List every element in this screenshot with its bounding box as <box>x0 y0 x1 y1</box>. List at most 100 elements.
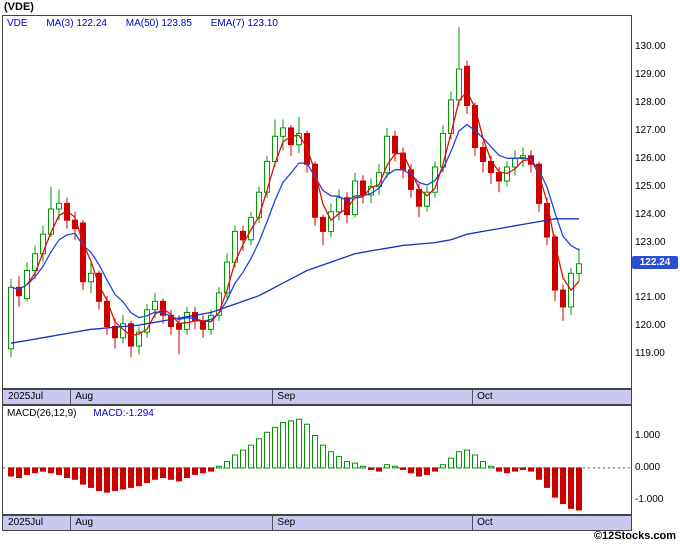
macd-bar <box>88 467 94 488</box>
macd-bar <box>80 467 86 485</box>
macd-tick-label: 0.000 <box>635 461 661 473</box>
month-label: Oct <box>477 391 493 402</box>
macd-bar <box>432 467 438 472</box>
candle-body <box>40 233 46 255</box>
macd-bar <box>456 451 462 469</box>
macd-value-label: MACD:-1.294 <box>93 408 154 419</box>
macd-legend: MACD(26,12,9) MACD:-1.294 <box>7 408 154 419</box>
price-tick-label: 125.00 <box>635 180 666 192</box>
page-title: (VDE) <box>4 1 34 13</box>
macd-bar <box>264 431 270 469</box>
macd-bar <box>336 456 342 469</box>
price-tick-label: 130.00 <box>635 40 666 52</box>
macd-value-axis: 1.000 0.000 -1.000 <box>632 405 679 515</box>
legend-ema7: EMA(7) 123.10 <box>210 18 278 29</box>
overlay-line-ma50 <box>10 218 579 344</box>
price-tick-label: 120.00 <box>635 320 666 332</box>
macd-bar <box>112 467 118 492</box>
macd-bar <box>392 465 398 469</box>
macd-tick-label: -1.000 <box>635 494 664 506</box>
month-label: 2025Jul <box>8 517 44 528</box>
candles-group <box>8 27 582 358</box>
price-tick-label: 127.00 <box>635 124 666 136</box>
candle-body <box>16 286 22 297</box>
macd-bar <box>344 461 350 469</box>
macd-bar <box>328 451 334 469</box>
macd-bar <box>552 467 558 498</box>
overlay-line-ma3 <box>26 90 580 337</box>
price-tick-label: 121.00 <box>635 292 666 304</box>
watermark: ©12Stocks.com <box>593 530 676 542</box>
macd-bar <box>24 467 30 475</box>
candle-body <box>280 127 286 137</box>
candle-body <box>136 331 142 347</box>
candle-body <box>48 208 54 235</box>
candle-body <box>576 263 582 274</box>
macd-bar <box>216 465 222 469</box>
macd-bar <box>312 435 318 469</box>
macd-bar <box>544 467 550 488</box>
macd-bar <box>512 467 518 472</box>
macd-bar <box>440 464 446 469</box>
macd-bar <box>256 438 262 469</box>
macd-bar <box>304 423 310 469</box>
macd-bar <box>200 467 206 474</box>
price-tick-label: 124.00 <box>635 208 666 220</box>
legend-ma50: MA(50) 123.85 <box>125 18 192 29</box>
candle-body <box>264 160 270 193</box>
month-label: 2025Jul <box>8 391 44 402</box>
price-tick-label: 128.00 <box>635 96 666 108</box>
macd-bar <box>272 426 278 469</box>
macd-params-label: MACD(26,12,9) <box>7 408 77 419</box>
month-tick <box>272 390 274 404</box>
candle-body <box>8 286 14 350</box>
macd-bar <box>48 467 54 474</box>
macd-bar <box>240 449 246 469</box>
macd-bar <box>424 467 430 475</box>
overlay-line-ema7 <box>10 123 580 322</box>
macd-bar <box>496 467 502 472</box>
macd-bar <box>360 465 366 469</box>
x-axis-band-main: 2025Jul Aug Sep Oct <box>2 389 632 405</box>
price-tick-label: 119.00 <box>635 348 665 360</box>
candle-body <box>112 326 118 339</box>
main-chart-panel: VDE MA(3) 122.24 MA(50) 123.85 EMA(7) 12… <box>2 15 632 389</box>
candle-body <box>176 323 182 330</box>
macd-bar <box>40 467 46 472</box>
main-chart-legend: VDE MA(3) 122.24 MA(50) 123.85 EMA(7) 12… <box>7 18 294 29</box>
month-tick <box>272 516 274 530</box>
month-tick <box>70 516 72 530</box>
macd-panel: MACD(26,12,9) MACD:-1.294 <box>2 405 632 515</box>
macd-bar <box>464 449 470 469</box>
candle-body <box>256 191 262 218</box>
candle-body <box>560 289 566 308</box>
macd-bar <box>152 467 158 480</box>
month-tick <box>70 390 72 404</box>
macd-bar <box>568 467 574 509</box>
macd-bar <box>416 467 422 477</box>
month-label: Sep <box>277 391 296 402</box>
macd-bar <box>64 467 70 479</box>
candle-body <box>424 191 430 207</box>
macd-bar <box>472 454 478 469</box>
legend-ticker: VDE <box>7 18 28 29</box>
month-label: Sep <box>277 517 296 528</box>
macd-bar <box>368 467 374 471</box>
candle-body <box>496 172 502 182</box>
candle-body <box>80 222 86 283</box>
macd-bar <box>376 467 382 472</box>
macd-bar <box>528 467 534 472</box>
candle-body <box>480 147 486 162</box>
macd-bar <box>352 462 358 469</box>
macd-bar <box>8 467 14 477</box>
candle-body <box>200 320 206 330</box>
month-label: Oct <box>477 517 493 528</box>
candle-body <box>512 158 518 168</box>
month-label: Aug <box>75 517 94 528</box>
candle-body <box>392 135 398 154</box>
macd-bar <box>520 467 526 471</box>
price-tick-label: 123.00 <box>635 236 666 248</box>
macd-bar <box>280 422 286 469</box>
macd-bar <box>400 467 406 471</box>
macd-bar <box>120 467 126 490</box>
